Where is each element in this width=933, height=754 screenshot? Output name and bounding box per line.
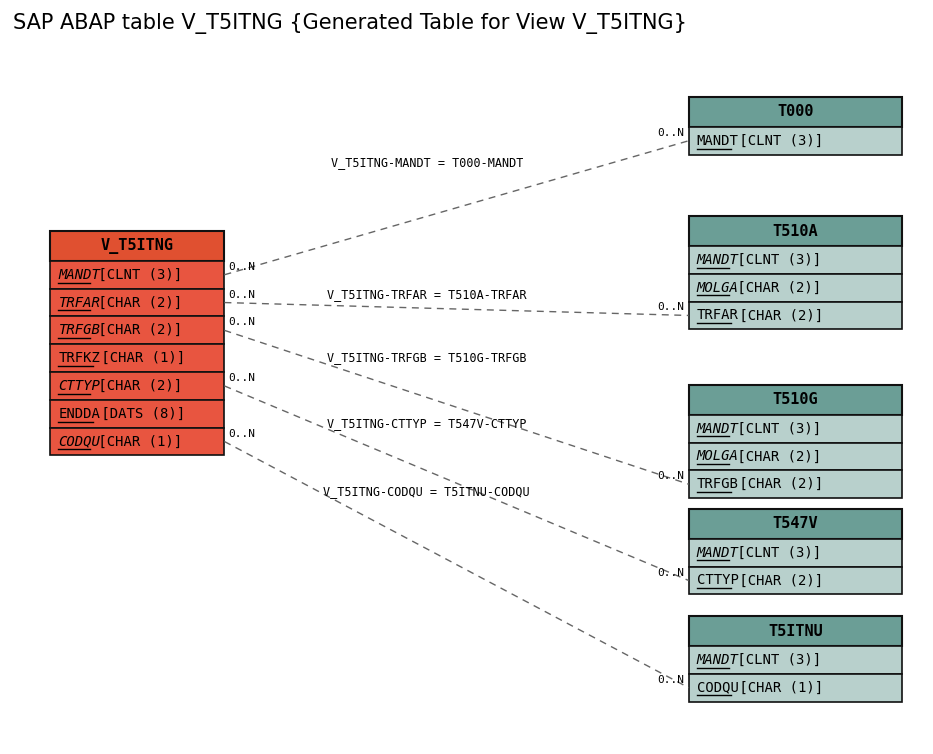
Text: V_T5ITNG-CTTYP = T547V-CTTYP: V_T5ITNG-CTTYP = T547V-CTTYP	[327, 417, 526, 430]
Bar	[689, 443, 902, 470]
Text: T5ITNU: T5ITNU	[768, 624, 823, 639]
Text: [DATS (8)]: [DATS (8)]	[93, 406, 186, 421]
Text: MANDT: MANDT	[59, 268, 101, 282]
Text: TRFGB: TRFGB	[59, 323, 101, 337]
Text: MOLGA: MOLGA	[697, 449, 739, 464]
Bar	[689, 616, 902, 646]
Bar	[50, 231, 225, 261]
Text: T547V: T547V	[773, 516, 818, 532]
Text: 0..N: 0..N	[229, 317, 256, 327]
Text: T510G: T510G	[773, 392, 818, 407]
Text: 0..N: 0..N	[229, 428, 256, 439]
Text: MANDT: MANDT	[697, 421, 739, 436]
Text: MANDT: MANDT	[697, 653, 739, 667]
Text: [CHAR (2)]: [CHAR (2)]	[729, 280, 821, 295]
Text: [CLNT (3)]: [CLNT (3)]	[91, 268, 183, 282]
Text: [CLNT (3)]: [CLNT (3)]	[729, 653, 821, 667]
Bar	[689, 415, 902, 443]
Text: 0..N: 0..N	[658, 568, 685, 578]
Text: MOLGA: MOLGA	[697, 280, 739, 295]
Bar	[689, 646, 902, 674]
Text: TRFKZ: TRFKZ	[59, 351, 101, 365]
Text: T510A: T510A	[773, 224, 818, 238]
Text: 0..N: 0..N	[229, 262, 256, 271]
Text: [CHAR (2)]: [CHAR (2)]	[729, 449, 821, 464]
Text: [CHAR (2)]: [CHAR (2)]	[91, 379, 183, 393]
Bar	[689, 385, 902, 415]
Text: [CHAR (2)]: [CHAR (2)]	[731, 308, 824, 323]
Bar	[50, 261, 225, 289]
Text: [CHAR (2)]: [CHAR (2)]	[91, 323, 183, 337]
Text: V_T5ITNG: V_T5ITNG	[101, 238, 174, 254]
Text: V_T5ITNG-TRFAR = T510A-TRFAR: V_T5ITNG-TRFAR = T510A-TRFAR	[327, 288, 526, 301]
Bar	[689, 97, 902, 127]
Text: MANDT: MANDT	[697, 253, 739, 267]
Text: [CLNT (3)]: [CLNT (3)]	[731, 133, 824, 148]
Text: 0..N: 0..N	[658, 675, 685, 685]
Bar	[50, 400, 225, 428]
Text: [CHAR (1)]: [CHAR (1)]	[731, 681, 824, 694]
Bar	[689, 302, 902, 329]
Text: [CHAR (1)]: [CHAR (1)]	[93, 351, 186, 365]
Text: 0..N: 0..N	[658, 471, 685, 481]
Bar	[689, 216, 902, 246]
Bar	[689, 539, 902, 566]
Bar	[689, 674, 902, 701]
Text: 0..N: 0..N	[658, 127, 685, 138]
Text: SAP ABAP table V_T5ITNG {Generated Table for View V_T5ITNG}: SAP ABAP table V_T5ITNG {Generated Table…	[13, 13, 687, 34]
Text: [CLNT (3)]: [CLNT (3)]	[729, 253, 821, 267]
Text: CTTYP: CTTYP	[59, 379, 101, 393]
Bar	[689, 470, 902, 498]
Text: CODQU: CODQU	[697, 681, 739, 694]
Text: [CLNT (3)]: [CLNT (3)]	[729, 421, 821, 436]
Bar	[689, 566, 902, 594]
Bar	[50, 345, 225, 372]
Text: 0..N: 0..N	[229, 290, 256, 299]
Bar	[50, 428, 225, 455]
Text: ENDDA: ENDDA	[59, 406, 101, 421]
Text: [CHAR (1)]: [CHAR (1)]	[91, 434, 183, 449]
Text: [CHAR (2)]: [CHAR (2)]	[731, 477, 824, 491]
Text: TRFGB: TRFGB	[697, 477, 739, 491]
Text: V_T5ITNG-TRFGB = T510G-TRFGB: V_T5ITNG-TRFGB = T510G-TRFGB	[327, 351, 526, 364]
Text: 0..N: 0..N	[658, 302, 685, 312]
Bar	[50, 289, 225, 317]
Text: 0..N: 0..N	[229, 373, 256, 383]
Text: CODQU: CODQU	[59, 434, 101, 449]
Text: T000: T000	[777, 105, 814, 119]
Text: MANDT: MANDT	[697, 546, 739, 559]
Text: TRFAR: TRFAR	[697, 308, 739, 323]
Text: [CLNT (3)]: [CLNT (3)]	[729, 546, 821, 559]
Bar	[689, 274, 902, 302]
Bar	[689, 127, 902, 155]
Text: CTTYP: CTTYP	[697, 574, 739, 587]
Bar	[689, 246, 902, 274]
Text: V_T5ITNG-MANDT = T000-MANDT: V_T5ITNG-MANDT = T000-MANDT	[330, 156, 522, 170]
Text: [CHAR (2)]: [CHAR (2)]	[91, 296, 183, 310]
Text: MANDT: MANDT	[697, 133, 739, 148]
Text: TRFAR: TRFAR	[59, 296, 101, 310]
Bar	[50, 317, 225, 345]
Bar	[689, 509, 902, 539]
Bar	[50, 372, 225, 400]
Text: V_T5ITNG-CODQU = T5ITNU-CODQU: V_T5ITNG-CODQU = T5ITNU-CODQU	[324, 485, 530, 498]
Text: [CHAR (2)]: [CHAR (2)]	[731, 574, 824, 587]
